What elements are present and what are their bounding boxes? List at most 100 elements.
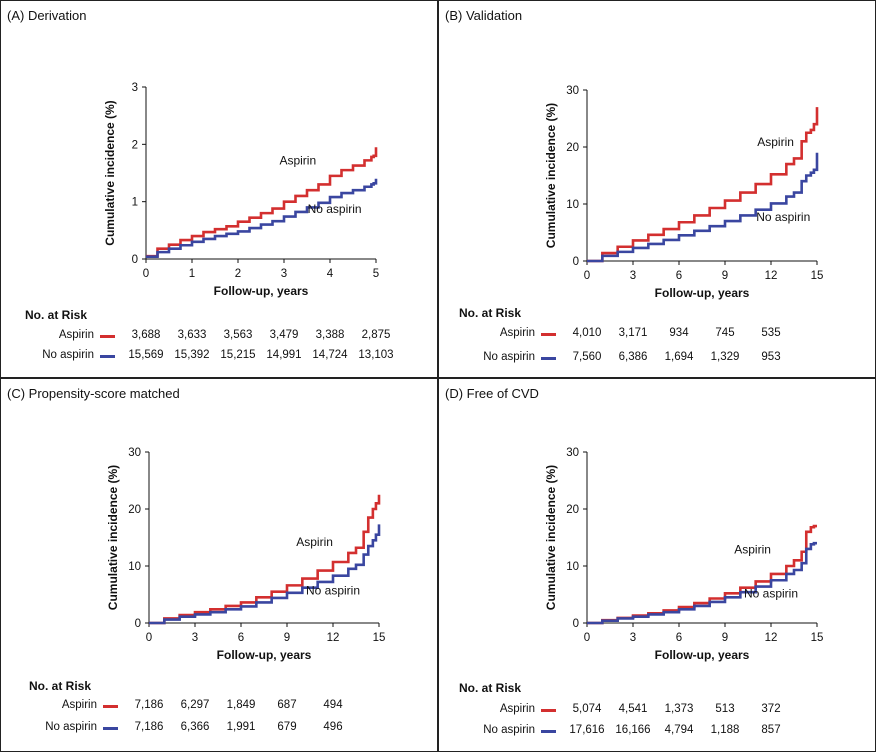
risk-value: 17,616 — [569, 724, 605, 736]
y-tick-label: 20 — [128, 504, 141, 516]
y-tick-label: 10 — [566, 199, 579, 211]
y-tick-label: 0 — [573, 256, 579, 268]
risk-value: 3,171 — [618, 327, 648, 339]
risk-table-title: No. at Risk — [29, 679, 92, 693]
risk-row-legend-swatch — [103, 727, 118, 730]
x-tick-label: 3 — [630, 632, 636, 644]
x-tick-label: 12 — [765, 270, 778, 282]
series-line-no-aspirin — [146, 178, 378, 259]
series-line-aspirin — [146, 147, 378, 258]
risk-value: 7,560 — [572, 351, 602, 363]
risk-row-legend-swatch — [541, 730, 556, 733]
risk-value: 3,633 — [177, 329, 207, 341]
x-tick-label: 0 — [584, 270, 590, 282]
panel-derivation: (A) Derivation 0 1 2 3 4 5 0 1 2 3 Follow-up, year… — [0, 0, 438, 378]
x-tick-label: 12 — [765, 632, 778, 644]
curve-label: Aspirin — [296, 535, 333, 549]
risk-value: 7,186 — [134, 721, 164, 733]
risk-value: 14,724 — [312, 349, 348, 361]
risk-row-label: Aspirin — [499, 703, 535, 715]
risk-value: 4,010 — [572, 327, 602, 339]
panel-title: (D) Free of CVD — [445, 386, 539, 401]
risk-value: 15,569 — [128, 349, 164, 361]
y-axis-title: Cumulative incidence (%) — [544, 465, 558, 610]
y-tick-label: 20 — [566, 504, 579, 516]
curve-label: Aspirin — [734, 542, 771, 556]
y-tick-label: 2 — [132, 139, 138, 151]
series-line-no-aspirin — [587, 541, 817, 625]
y-tick-label: 30 — [566, 447, 579, 459]
risk-value: 6,366 — [180, 721, 210, 733]
curve-label: No aspirin — [306, 584, 360, 598]
y-tick-label: 0 — [132, 254, 138, 266]
risk-row-aspirin: Aspirin 3,688 3,633 3,563 3,479 3,388 2,875 — [1, 329, 439, 343]
risk-row-legend-swatch — [541, 357, 556, 360]
risk-value: 1,373 — [664, 703, 694, 715]
x-axis-title: Follow-up, years — [655, 286, 750, 300]
risk-row-legend-swatch — [541, 709, 556, 712]
risk-value: 6,386 — [618, 351, 648, 363]
curve-label: Aspirin — [757, 135, 794, 149]
risk-value: 745 — [715, 327, 735, 339]
x-tick-label: 15 — [811, 270, 824, 282]
risk-row-label: Aspirin — [499, 327, 535, 339]
risk-value: 2,875 — [361, 329, 391, 341]
risk-row-label: Aspirin — [58, 329, 94, 341]
risk-row-label: No aspirin — [483, 724, 535, 736]
risk-value: 5,074 — [572, 703, 602, 715]
risk-value: 3,688 — [131, 329, 161, 341]
risk-value: 513 — [715, 703, 735, 715]
x-axis-title: Follow-up, years — [655, 648, 750, 662]
panel-title: (B) Validation — [445, 8, 523, 23]
x-tick-label: 5 — [373, 268, 379, 280]
series-line-aspirin — [587, 524, 817, 625]
x-tick-label: 15 — [373, 632, 386, 644]
curve-label: No aspirin — [756, 210, 810, 224]
y-axis-title: Cumulative incidence (%) — [106, 465, 120, 610]
risk-value: 7,186 — [134, 699, 164, 711]
risk-value: 496 — [323, 721, 343, 733]
risk-value: 494 — [323, 699, 343, 711]
risk-value: 16,166 — [615, 724, 651, 736]
series-line-aspirin — [149, 494, 381, 625]
risk-row-label: No aspirin — [42, 349, 94, 361]
risk-value: 3,563 — [223, 329, 253, 341]
risk-value: 4,794 — [664, 724, 694, 736]
risk-row-label: No aspirin — [45, 721, 97, 733]
panel-validation: (B) Validation 0 3 6 9 12 15 0 10 20 30 Follow-up,… — [438, 0, 876, 378]
x-tick-label: 2 — [235, 268, 241, 280]
y-tick-label: 10 — [566, 561, 579, 573]
risk-value: 1,188 — [710, 724, 740, 736]
y-tick-label: 0 — [135, 618, 141, 630]
risk-value: 1,329 — [710, 351, 740, 363]
risk-value: 535 — [761, 327, 781, 339]
risk-value: 857 — [761, 724, 781, 736]
y-tick-label: 1 — [132, 197, 138, 209]
risk-row-aspirin: Aspirin 5,074 4,541 1,373 513 372 — [439, 703, 877, 717]
risk-value: 1,694 — [664, 351, 694, 363]
x-tick-label: 3 — [281, 268, 287, 280]
series-line-no-aspirin — [587, 152, 819, 263]
x-tick-label: 12 — [327, 632, 340, 644]
risk-value: 13,103 — [358, 349, 394, 361]
x-tick-label: 4 — [327, 268, 334, 280]
risk-row-label: No aspirin — [483, 351, 535, 363]
x-tick-label: 9 — [722, 270, 728, 282]
x-tick-label: 0 — [146, 632, 152, 644]
risk-row-no-aspirin: No aspirin 15,569 15,392 15,215 14,991 14,724… — [1, 349, 439, 363]
y-axis-title: Cumulative incidence (%) — [103, 100, 117, 245]
derivation-chart: 0 1 2 3 4 5 0 1 2 3 Follow-up, years Cumulative inc… — [103, 82, 379, 298]
x-tick-label: 0 — [584, 632, 590, 644]
risk-value: 1,991 — [226, 721, 256, 733]
x-tick-label: 6 — [676, 632, 682, 644]
curve-label: No aspirin — [308, 202, 362, 216]
risk-table-title: No. at Risk — [459, 306, 522, 320]
y-tick-label: 30 — [128, 447, 141, 459]
risk-value: 679 — [277, 721, 297, 733]
risk-row-no-aspirin: No aspirin 7,186 6,366 1,991 679 496 — [1, 721, 439, 735]
risk-value: 15,215 — [220, 349, 256, 361]
risk-row-aspirin: Aspirin 4,010 3,171 934 745 535 — [439, 327, 877, 341]
x-tick-label: 6 — [238, 632, 244, 644]
x-tick-label: 1 — [189, 268, 195, 280]
risk-table-title: No. at Risk — [25, 308, 88, 322]
